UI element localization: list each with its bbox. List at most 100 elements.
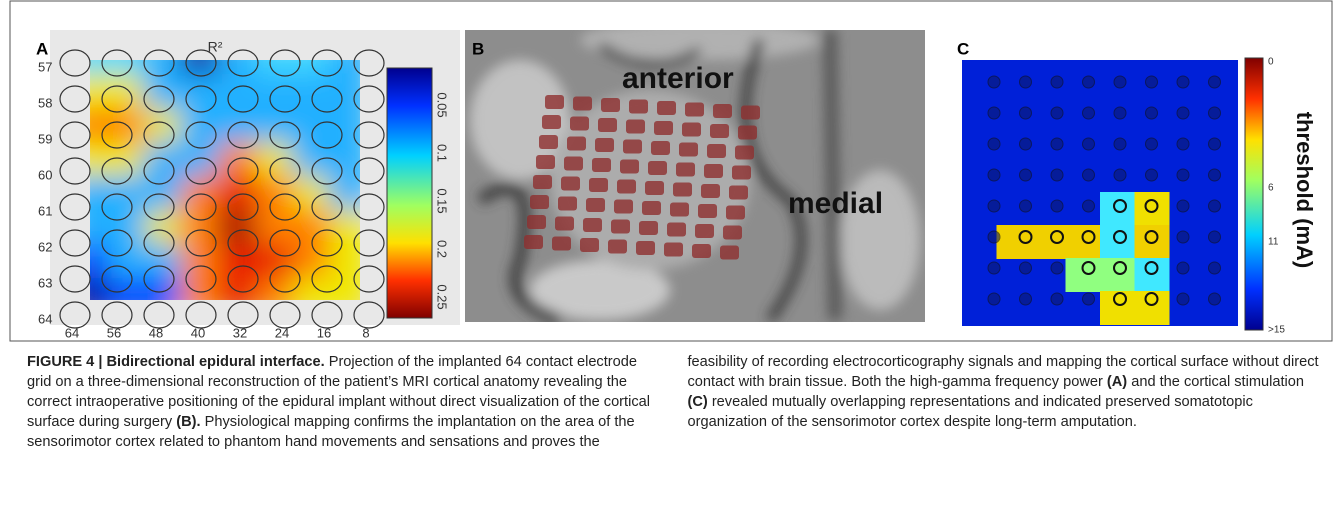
electrode: [583, 218, 602, 232]
colorbar-label: 0.05: [435, 92, 450, 117]
heat-cell: [1135, 291, 1170, 325]
row-label: 61: [38, 203, 52, 218]
electrode: [1177, 76, 1189, 88]
electrode: [1114, 107, 1126, 119]
electrode: [1083, 293, 1095, 305]
electrode: [732, 166, 751, 180]
electrode: [735, 146, 754, 160]
electrode: [1209, 169, 1221, 181]
electrode: [524, 235, 543, 249]
caption-run: (B).: [176, 414, 200, 430]
electrode: [695, 224, 714, 238]
electrode: [1177, 231, 1189, 243]
electrode: [720, 246, 739, 260]
electrode: [1177, 293, 1189, 305]
row-label: 64: [38, 311, 52, 326]
electrode: [1209, 107, 1221, 119]
electrode: [1177, 262, 1189, 274]
heat-cell: [1066, 258, 1101, 292]
annotation: medial: [788, 187, 883, 220]
electrode: [629, 100, 648, 114]
electrode: [1083, 107, 1095, 119]
electrode: [1020, 200, 1032, 212]
electrode: [1051, 262, 1063, 274]
heat-cell: [144, 210, 184, 247]
electrode: [561, 177, 580, 191]
electrode: [595, 138, 614, 152]
heat-cell: [1135, 192, 1170, 226]
column-label: 40: [191, 325, 205, 340]
heat-cell: [218, 108, 258, 145]
electrode: [1083, 76, 1095, 88]
electrode: [573, 97, 592, 111]
electrode: [654, 121, 673, 135]
electrode: [598, 118, 617, 132]
electrode: [611, 220, 630, 234]
electrode: [988, 293, 1000, 305]
electrode: [988, 169, 1000, 181]
electrode: [533, 175, 552, 189]
electrode: [592, 158, 611, 172]
electrode: [555, 217, 574, 231]
heat-cell: [107, 74, 147, 111]
electrode: [1209, 76, 1221, 88]
annotation: anterior: [622, 62, 734, 95]
heat-cell: [218, 244, 258, 281]
electrode: [1146, 107, 1158, 119]
column-label: 24: [275, 325, 289, 340]
electrode: [586, 198, 605, 212]
electrode: [664, 243, 683, 257]
electrode: [1051, 293, 1063, 305]
electrode: [1209, 138, 1221, 150]
electrode: [670, 203, 689, 217]
electrode: [648, 161, 667, 175]
caption-run: revealed mutually overlapping representa…: [688, 394, 1253, 430]
electrode: [1209, 293, 1221, 305]
electrode: [704, 164, 723, 178]
panel-label: B: [472, 39, 484, 58]
caption-run: and the cortical stimulation: [1127, 374, 1304, 390]
electrode: [713, 104, 732, 118]
electrode: [601, 98, 620, 112]
row-label: 62: [38, 239, 52, 254]
electrode: [1146, 138, 1158, 150]
electrode: [536, 155, 555, 169]
panel-label: A: [36, 39, 48, 58]
electrode: [542, 115, 561, 129]
electrode: [667, 223, 686, 237]
electrode: [988, 107, 1000, 119]
row-label: 63: [38, 275, 52, 290]
column-label: 64: [65, 325, 79, 340]
electrode: [710, 124, 729, 138]
colorbar-label: 6: [1268, 183, 1274, 194]
colorbar-label: 0.2: [435, 240, 450, 258]
colorbar-label: 0.15: [435, 188, 450, 213]
heat-cell: [255, 74, 295, 111]
electrode: [1177, 107, 1189, 119]
electrode: [1177, 138, 1189, 150]
figure-caption: FIGURE 4 | Bidirectional epidural interf…: [27, 352, 1320, 452]
electrode: [1209, 200, 1221, 212]
electrode: [1020, 138, 1032, 150]
electrode: [639, 221, 658, 235]
electrode: [1114, 76, 1126, 88]
electrode: [1020, 293, 1032, 305]
row-label: 58: [38, 95, 52, 110]
colorbar-title: threshold (mA): [1292, 112, 1317, 268]
colorbar-label: 0: [1268, 57, 1274, 68]
page: AR²57585960616263646456484032241680.050.…: [0, 0, 1343, 531]
electrode: [651, 141, 670, 155]
heat-cell: [1100, 291, 1135, 325]
row-label: 57: [38, 59, 52, 74]
electrode: [567, 137, 586, 151]
caption-run: FIGURE 4 | Bidirectional epidural interf…: [27, 354, 325, 370]
panel-title: R²: [208, 39, 223, 55]
heat-cell: [1066, 225, 1101, 259]
electrode: [530, 195, 549, 209]
heat-cell: [255, 108, 295, 145]
electrode: [1051, 169, 1063, 181]
row-label: 59: [38, 131, 52, 146]
column-label: 8: [362, 325, 369, 340]
electrode: [614, 200, 633, 214]
